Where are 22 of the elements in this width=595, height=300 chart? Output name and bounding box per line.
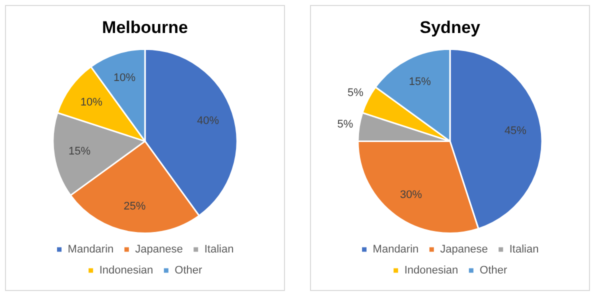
legend-label: Other: [174, 264, 203, 277]
data-label: 5%: [348, 87, 364, 100]
legend-label: Indonesian: [99, 264, 154, 277]
legend-label: Japanese: [135, 244, 183, 256]
data-label: 15%: [408, 76, 432, 88]
data-label: 30%: [400, 188, 422, 201]
data-label: 10%: [114, 72, 136, 84]
data-label: 40%: [197, 114, 220, 127]
data-label: 25%: [124, 200, 146, 213]
chart-title: Melbourne: [102, 18, 188, 37]
legend-label: Mandarin: [68, 244, 114, 256]
data-label: 15%: [68, 146, 91, 158]
legend-label: Indonesian: [404, 264, 458, 277]
data-label: 10%: [80, 96, 103, 108]
legend-label: Italian: [509, 244, 539, 256]
legend-label: Mandarin: [372, 244, 419, 256]
chart-title: Sydney: [420, 18, 481, 37]
legend-label: Other: [480, 264, 508, 277]
legend-label: Japanese: [440, 244, 488, 256]
data-label: 45%: [504, 124, 527, 137]
legend-label: Italian: [204, 244, 234, 256]
data-label: 5%: [337, 118, 354, 131]
